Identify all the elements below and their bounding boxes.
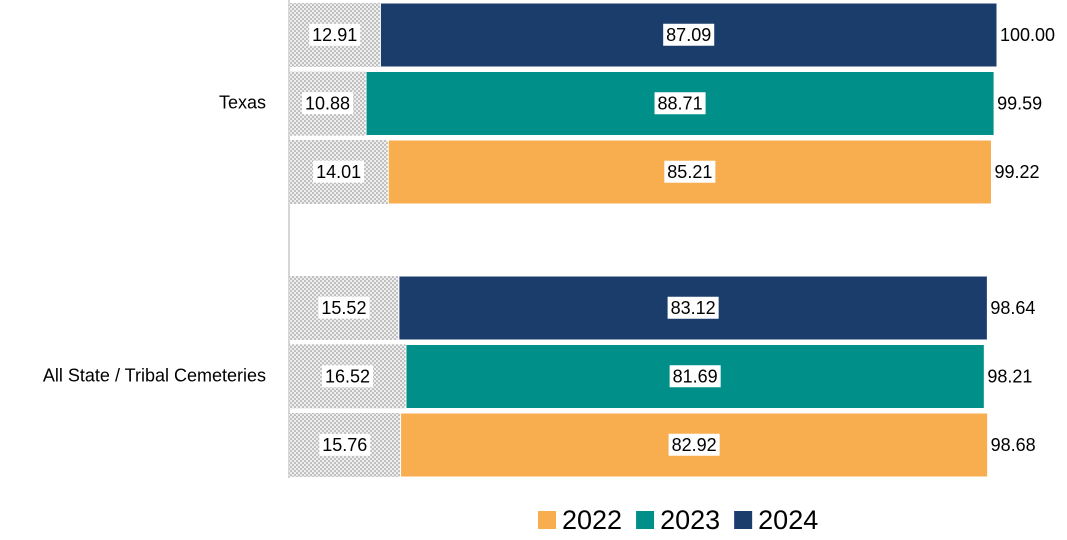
data-label: 88.71 (658, 93, 703, 113)
data-label-box (663, 23, 715, 46)
data-label: 15.76 (322, 435, 367, 455)
y-tick-label: Texas (219, 92, 266, 112)
data-label: 83.12 (671, 298, 716, 318)
data-label: 82.92 (672, 435, 717, 455)
data-label-box (318, 296, 370, 319)
total-label: 98.21 (987, 366, 1032, 386)
data-label-box (668, 433, 720, 456)
y-tick-label: All State / Tribal Cemeteries (43, 365, 266, 385)
data-label: 10.88 (305, 93, 350, 113)
data-label: 81.69 (673, 366, 718, 386)
legend-swatch (636, 511, 655, 529)
legend-label: 2023 (660, 505, 720, 535)
data-label-box (669, 365, 721, 388)
data-label-box (301, 92, 354, 115)
data-label-box (321, 365, 374, 388)
data-label: 87.09 (666, 25, 711, 45)
data-label-box (309, 23, 361, 46)
data-label-box (313, 160, 365, 183)
total-label: 99.22 (994, 162, 1039, 182)
total-label: 98.68 (991, 435, 1036, 455)
total-label: 99.59 (997, 93, 1042, 113)
data-label: 12.91 (312, 25, 357, 45)
data-label: 16.52 (325, 366, 370, 386)
data-label-box (654, 92, 706, 115)
total-label: 98.64 (990, 298, 1035, 318)
legend-swatch (538, 511, 556, 529)
legend: 2022 2023 2024 (538, 505, 818, 535)
data-label: 85.21 (667, 162, 712, 182)
legend-label: 2022 (562, 505, 622, 535)
legend-swatch (734, 511, 753, 529)
data-label-box (667, 296, 719, 319)
total-label: 100.00 (1000, 25, 1055, 45)
data-label-box (319, 433, 371, 456)
legend-label: 2024 (758, 505, 818, 535)
data-label: 14.01 (316, 162, 361, 182)
data-label: 15.52 (321, 298, 366, 318)
data-label-box (664, 160, 716, 183)
